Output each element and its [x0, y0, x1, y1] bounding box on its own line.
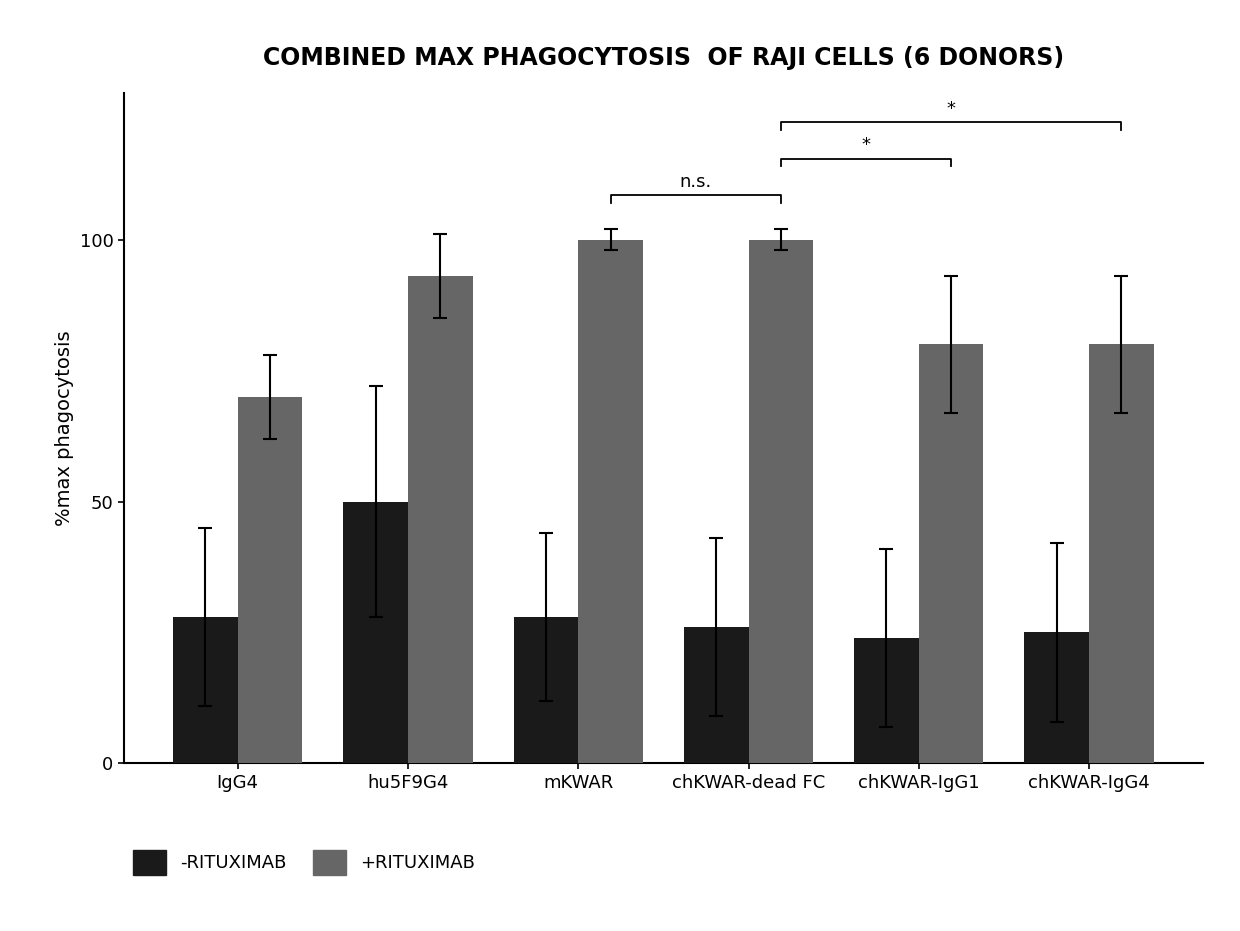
Bar: [854, 638, 919, 763]
Bar: [578, 239, 644, 763]
Bar: [919, 344, 983, 763]
Bar: [683, 627, 749, 763]
Bar: [1089, 344, 1153, 763]
Bar: [749, 239, 813, 763]
Text: *: *: [862, 136, 870, 155]
Title: COMBINED MAX PHAGOCYTOSIS  OF RAJI CELLS (6 DONORS): COMBINED MAX PHAGOCYTOSIS OF RAJI CELLS …: [263, 47, 1064, 71]
Y-axis label: %max phagocytosis: %max phagocytosis: [55, 331, 74, 526]
Bar: [174, 616, 238, 763]
Bar: [1024, 632, 1089, 763]
Text: n.s.: n.s.: [680, 173, 712, 191]
Legend: -RITUXIMAB, +RITUXIMAB: -RITUXIMAB, +RITUXIMAB: [133, 849, 475, 875]
Bar: [408, 277, 472, 763]
Bar: [343, 502, 408, 763]
Bar: [513, 616, 578, 763]
Text: *: *: [946, 100, 956, 117]
Bar: [238, 397, 303, 763]
